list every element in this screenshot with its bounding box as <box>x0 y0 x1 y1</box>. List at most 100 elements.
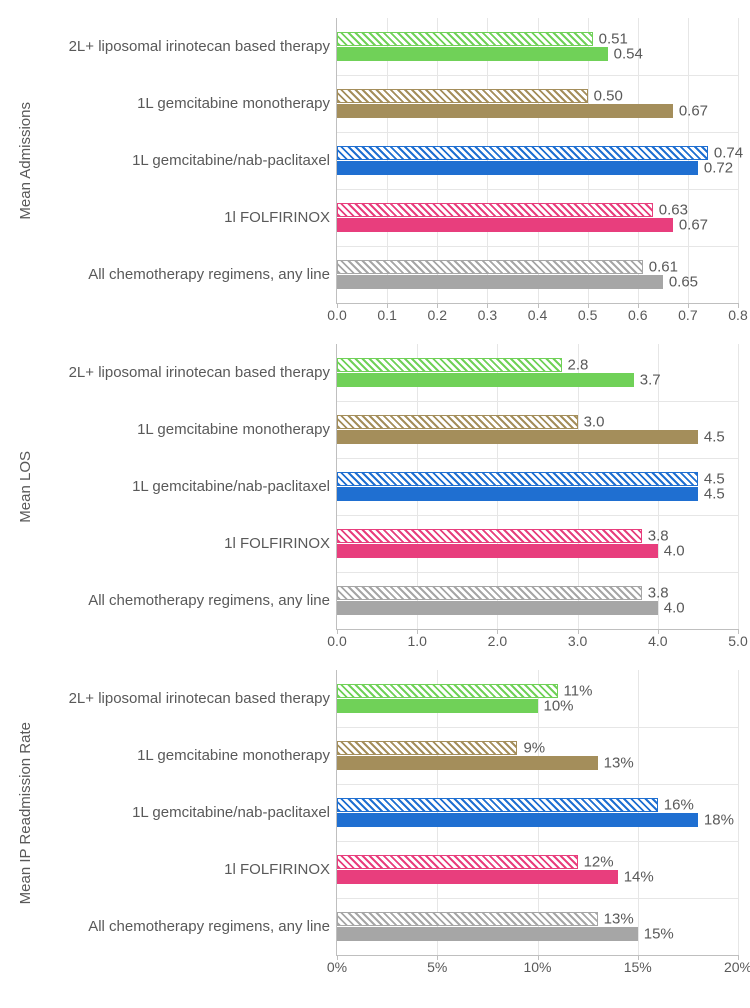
y-axis-label: Mean IP Readmission Rate <box>12 670 38 956</box>
category-labels: 2L+ liposomal irinotecan based therapy1L… <box>38 18 336 303</box>
bar-hatched <box>337 415 578 429</box>
bar: 0.51 <box>337 32 593 46</box>
bar: 4.0 <box>337 601 658 615</box>
bar-solid <box>337 813 698 827</box>
bar-hatched <box>337 358 562 372</box>
bar: 0.67 <box>337 218 673 232</box>
bar-solid <box>337 487 698 501</box>
bar: 15% <box>337 927 638 941</box>
bar: 10% <box>337 699 538 713</box>
bar-hatched <box>337 684 558 698</box>
bar-solid <box>337 430 698 444</box>
value-label: 4.0 <box>658 600 685 617</box>
x-tick-label: 15% <box>624 959 652 975</box>
value-label: 12% <box>578 854 614 871</box>
category-label: 1l FOLFIRINOX <box>38 189 336 246</box>
bar: 9% <box>337 741 517 755</box>
category-label: All chemotherapy regimens, any line <box>38 898 336 955</box>
value-label: 10% <box>538 698 574 715</box>
bar-hatched <box>337 855 578 869</box>
x-tick-label: 0.5 <box>578 307 597 323</box>
bar: 18% <box>337 813 698 827</box>
value-label: 2.8 <box>562 357 589 374</box>
category-label: 1L gemcitabine/nab-paclitaxel <box>38 784 336 841</box>
x-tick-label: 0.8 <box>728 307 747 323</box>
y-axis-label: Mean Admissions <box>12 18 38 304</box>
bar: 14% <box>337 870 618 884</box>
x-tick-label: 2.0 <box>488 633 507 649</box>
y-axis-label-text: Mean LOS <box>17 451 34 523</box>
chart-panel: Mean IP Readmission Rate2L+ liposomal ir… <box>12 670 738 956</box>
bar: 0.74 <box>337 146 708 160</box>
category-label: All chemotherapy regimens, any line <box>38 572 336 629</box>
category-label: 2L+ liposomal irinotecan based therapy <box>38 670 336 727</box>
vgrid-line <box>738 344 739 629</box>
x-tick-label: 10% <box>523 959 551 975</box>
category-label: 1L gemcitabine/nab-paclitaxel <box>38 458 336 515</box>
bar-solid <box>337 927 638 941</box>
plot-area: 0%5%10%15%20%11%10%9%13%16%18%12%14%13%1… <box>336 670 738 956</box>
chart-root: Mean Admissions2L+ liposomal irinotecan … <box>12 18 738 956</box>
x-tick-label: 0% <box>327 959 347 975</box>
value-label: 3.0 <box>578 414 605 431</box>
value-label: 0.50 <box>588 88 623 105</box>
hgrid-line <box>337 458 738 459</box>
x-tick-label: 5% <box>427 959 447 975</box>
y-axis-label-text: Mean Admissions <box>17 102 34 220</box>
category-label: 1l FOLFIRINOX <box>38 841 336 898</box>
bar: 3.0 <box>337 415 578 429</box>
value-label: 14% <box>618 869 654 886</box>
x-tick-label: 0.6 <box>628 307 647 323</box>
y-axis-label: Mean LOS <box>12 344 38 630</box>
value-label: 0.72 <box>698 160 733 177</box>
bar: 0.61 <box>337 260 643 274</box>
value-label: 4.0 <box>658 543 685 560</box>
chart-panel: Mean LOS 2L+ liposomal irinotecan based t… <box>12 344 738 630</box>
bar-hatched <box>337 203 653 217</box>
bar: 2.8 <box>337 358 562 372</box>
chart-panel: Mean Admissions2L+ liposomal irinotecan … <box>12 18 738 304</box>
value-label: 9% <box>517 740 545 757</box>
bar: 0.54 <box>337 47 608 61</box>
bar: 12% <box>337 855 578 869</box>
bar-hatched <box>337 741 517 755</box>
bar-hatched <box>337 472 698 486</box>
bar-solid <box>337 373 634 387</box>
x-tick-label: 1.0 <box>407 633 426 649</box>
bar-hatched <box>337 260 643 274</box>
x-tick-label: 0.1 <box>377 307 396 323</box>
bar: 0.72 <box>337 161 698 175</box>
value-label: 13% <box>598 755 634 772</box>
x-ticks: 0.00.10.20.30.40.50.60.70.8 <box>337 307 738 329</box>
hgrid-line <box>337 515 738 516</box>
bar: 3.7 <box>337 373 634 387</box>
x-tick-label: 0.4 <box>528 307 547 323</box>
bar-solid <box>337 104 673 118</box>
bar: 4.0 <box>337 544 658 558</box>
x-tick-label: 20% <box>724 959 750 975</box>
bar-solid <box>337 218 673 232</box>
bar-hatched <box>337 586 642 600</box>
category-label: 2L+ liposomal irinotecan based therapy <box>38 344 336 401</box>
value-label: 0.54 <box>608 46 643 63</box>
plot-area: 0.01.02.03.04.05.02.83.73.04.54.54.53.84… <box>336 344 738 630</box>
bar: 13% <box>337 756 598 770</box>
bar: 0.50 <box>337 89 588 103</box>
x-tick-label: 4.0 <box>648 633 667 649</box>
bar-solid <box>337 601 658 615</box>
category-labels: 2L+ liposomal irinotecan based therapy1L… <box>38 670 336 955</box>
bar: 4.5 <box>337 472 698 486</box>
bar-solid <box>337 756 598 770</box>
category-label: 1l FOLFIRINOX <box>38 515 336 572</box>
bar: 3.8 <box>337 586 642 600</box>
value-label: 0.67 <box>673 217 708 234</box>
category-label: 2L+ liposomal irinotecan based therapy <box>38 18 336 75</box>
category-label: 1L gemcitabine monotherapy <box>38 727 336 784</box>
bar: 0.67 <box>337 104 673 118</box>
x-tick-label: 0.0 <box>327 307 346 323</box>
value-label: 16% <box>658 797 694 814</box>
value-label: 3.7 <box>634 372 661 389</box>
category-label: All chemotherapy regimens, any line <box>38 246 336 303</box>
hgrid-line <box>337 401 738 402</box>
bar: 4.5 <box>337 430 698 444</box>
